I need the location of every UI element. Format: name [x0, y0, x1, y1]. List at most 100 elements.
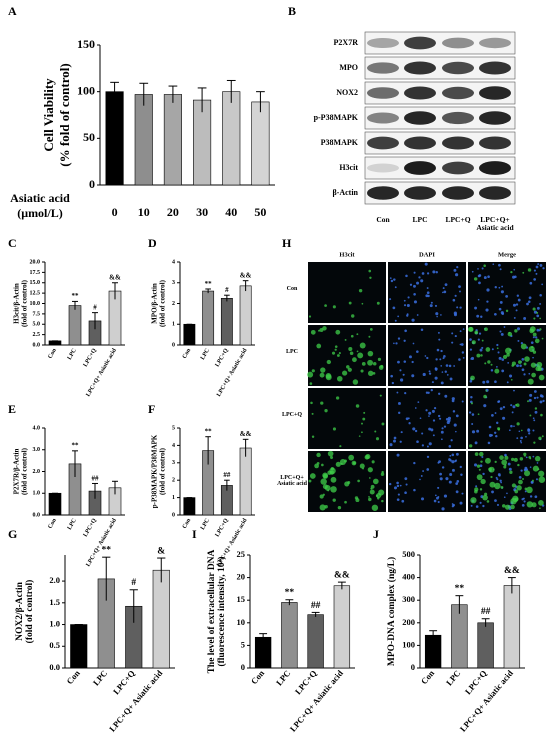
h3cit-signal — [538, 476, 546, 483]
h3cit-signal — [536, 361, 543, 368]
nucleus — [435, 312, 439, 316]
panel-label: J — [373, 527, 379, 541]
panel-label: G — [8, 527, 17, 541]
nucleus — [431, 381, 434, 384]
h3cit-signal — [516, 422, 520, 426]
nucleus — [491, 414, 494, 417]
protein-label: NOX2 — [336, 88, 358, 97]
h3cit-signal — [486, 500, 490, 503]
h3cit-signal — [488, 467, 492, 472]
h3cit-signal — [490, 475, 493, 479]
nucleus — [508, 467, 512, 471]
nucleus — [451, 341, 454, 344]
h3cit-signal — [334, 348, 337, 351]
nucleus — [455, 490, 459, 494]
error-bar — [197, 87, 207, 113]
nucleus — [522, 497, 525, 500]
nucleus — [494, 412, 497, 414]
h3cit-signal — [510, 504, 515, 510]
nucleus — [520, 469, 523, 472]
x-tick-label: LPC — [67, 348, 78, 361]
h3cit-signal — [337, 505, 342, 510]
nucleus — [389, 443, 393, 447]
h3cit-signal — [311, 369, 315, 373]
nucleus — [438, 338, 441, 341]
nucleus — [501, 285, 504, 288]
nucleus — [451, 332, 454, 335]
y-tick-label: 7.5 — [33, 311, 41, 317]
nucleus — [428, 415, 430, 417]
nucleus — [501, 358, 505, 361]
micrograph — [467, 325, 546, 386]
micrograph-bg — [308, 262, 386, 323]
nucleus — [478, 332, 482, 335]
h3cit-signal — [367, 370, 374, 377]
h3cit-signal — [319, 494, 324, 499]
bar — [134, 94, 153, 186]
blot-band — [404, 161, 436, 175]
h3cit-signal — [339, 458, 346, 466]
y-tick-label: 500 — [402, 549, 415, 559]
nucleus — [458, 285, 461, 288]
nucleus — [528, 398, 532, 402]
h3cit-signal — [538, 436, 542, 440]
nucleus — [471, 270, 474, 273]
h3cit-signal — [505, 347, 512, 354]
nucleus — [542, 267, 545, 270]
nucleus — [399, 369, 402, 372]
nucleus — [451, 503, 454, 505]
h3cit-signal — [473, 277, 478, 281]
nucleus — [412, 427, 416, 431]
significance-mark: && — [109, 274, 121, 282]
nucleus — [426, 287, 429, 289]
h3cit-signal — [330, 456, 334, 460]
h3cit-signal — [494, 482, 501, 490]
y-tick-label: 25 — [237, 549, 246, 559]
h3cit-signal — [377, 497, 380, 500]
nucleus — [437, 331, 440, 334]
micrograph — [468, 262, 546, 323]
panel-label: H — [282, 236, 292, 250]
nucleus — [510, 424, 513, 428]
nucleus — [503, 326, 506, 328]
y-tick-label: 50 — [83, 130, 95, 144]
nucleus — [459, 343, 462, 346]
h3cit-signal — [476, 353, 481, 358]
bar — [183, 497, 196, 516]
nucleus — [425, 409, 428, 412]
error-bar — [139, 82, 149, 106]
nucleus — [507, 361, 510, 364]
micrograph — [308, 262, 386, 323]
nucleus — [443, 494, 448, 498]
group-label: Con — [286, 285, 298, 292]
nucleus — [459, 501, 463, 505]
nucleus — [454, 335, 457, 338]
h3cit-signal — [349, 351, 354, 355]
h3cit-signal — [350, 334, 354, 338]
h3cit-signal — [534, 455, 541, 462]
error-bar — [311, 611, 320, 617]
h3cit-signal — [334, 345, 338, 348]
h3cit-signal — [502, 354, 508, 360]
h3cit-signal — [358, 435, 361, 437]
nucleus — [495, 476, 498, 479]
h3cit-signal — [352, 357, 357, 363]
significance-mark: ## — [311, 601, 321, 611]
y-tick-label: 100 — [402, 639, 415, 649]
nucleus — [516, 294, 520, 297]
h3cit-signal — [517, 463, 520, 467]
h3cit-signal — [362, 417, 366, 421]
nucleus — [396, 498, 400, 502]
significance-mark: && — [504, 566, 520, 576]
nucleus — [401, 499, 405, 503]
nucleus — [395, 342, 398, 345]
y-tick-label: 2.0 — [33, 469, 41, 475]
nucleus — [435, 358, 438, 361]
nucleus — [430, 389, 433, 392]
nucleus — [528, 432, 531, 435]
y-tick-label: 4 — [172, 259, 175, 265]
nucleus — [419, 478, 421, 481]
nucleus — [500, 481, 503, 484]
h3cit-signal — [336, 354, 340, 357]
